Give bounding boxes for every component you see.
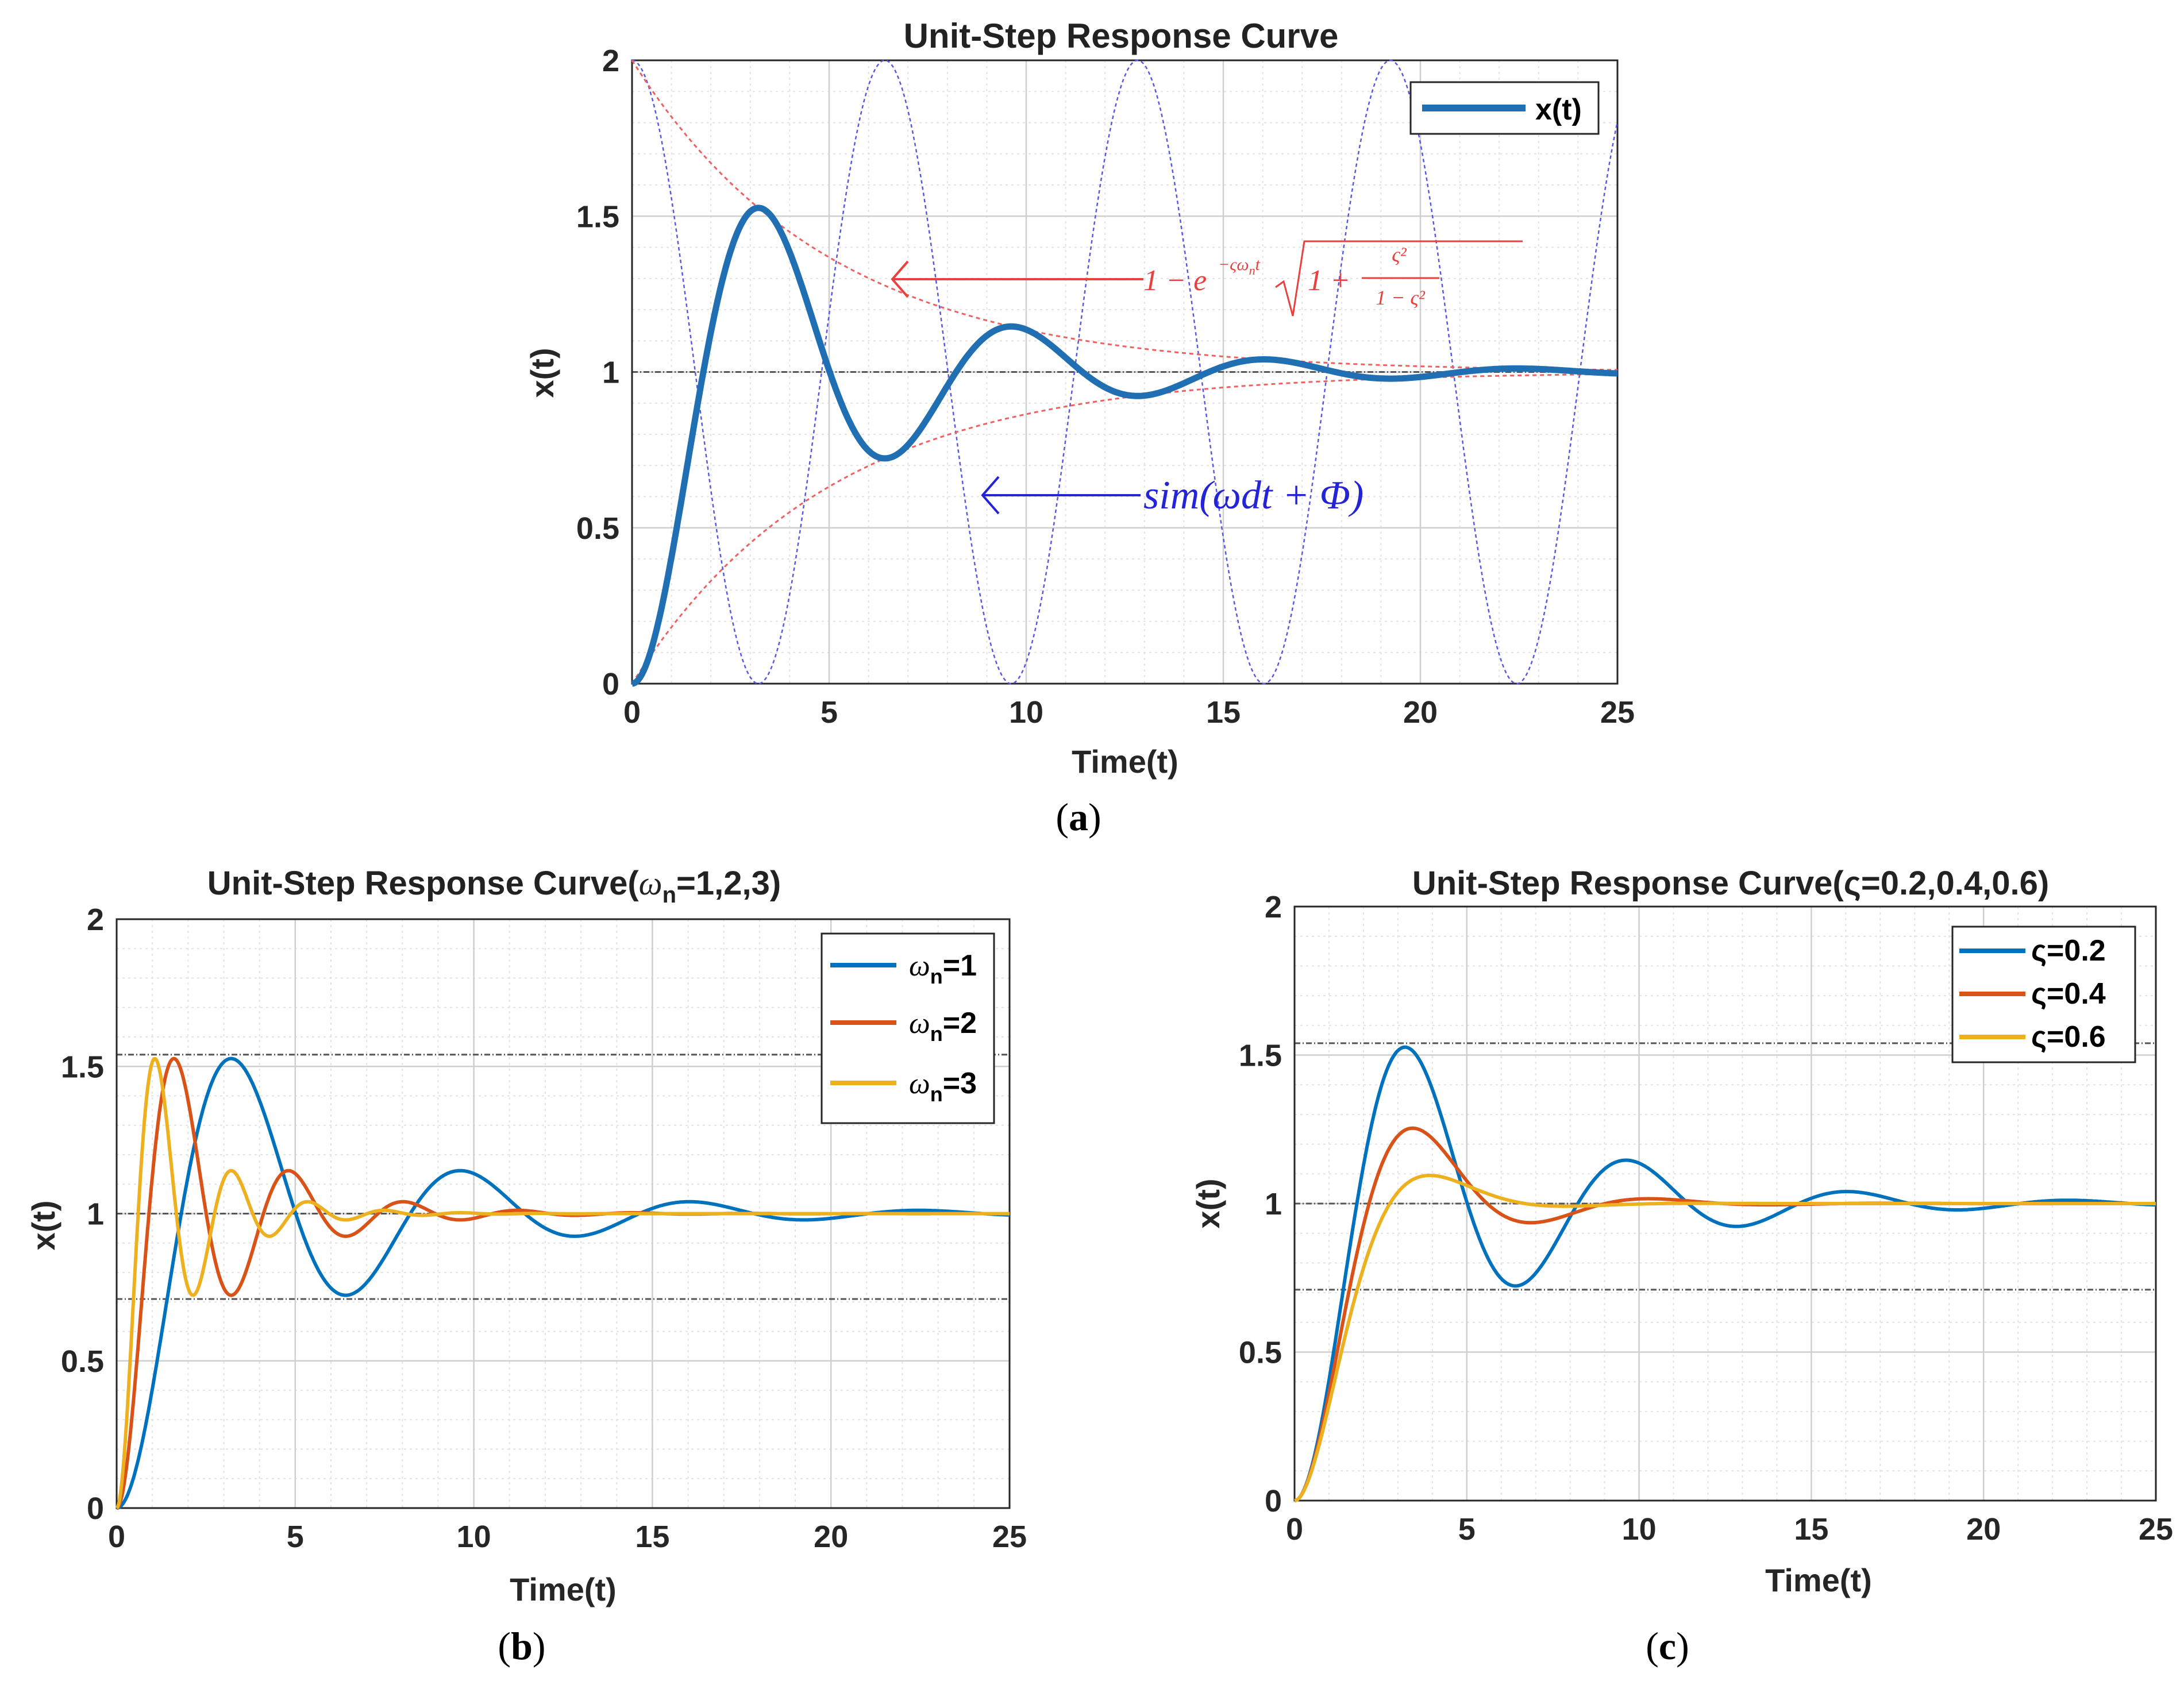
x-tick-label: 20 xyxy=(814,1520,848,1554)
y-tick-label: 2 xyxy=(602,44,619,78)
panel-c-legend: ς=0.2 ς=0.4 ς=0.6 xyxy=(1951,926,2136,1063)
sqrt-sign xyxy=(1275,240,1523,317)
y-tick-label: 0 xyxy=(602,667,619,701)
panel-b-title: Unit-Step Response Curve(ωn=1,2,3) xyxy=(207,865,781,908)
envelope-formula-num: ς² xyxy=(1392,243,1407,266)
sine-annotation: sim(ωdt + Φ) xyxy=(981,473,1363,518)
panel-c-xlabel: Time(t) xyxy=(1765,1562,1872,1598)
x-tick-label: 25 xyxy=(1600,695,1635,730)
upper-envelope-curve xyxy=(631,60,1617,371)
sine-formula: sim(ωdt + Φ) xyxy=(1143,473,1363,518)
x-tick-label: 25 xyxy=(992,1520,1027,1554)
response-curve-zeta06 xyxy=(1294,1174,2156,1502)
x-tick-label: 5 xyxy=(287,1520,304,1554)
legend-label-wn3: ωn=3 xyxy=(909,1067,977,1106)
panel-b-ylabel: x(t) xyxy=(25,1200,61,1250)
sine-arrow-head xyxy=(981,476,1000,515)
panel-a: Unit-Step Response Curve 0 5 10 15 20 25 0 0.5 1… xyxy=(524,17,1635,839)
envelope-formula-one: 1 + xyxy=(1308,264,1350,297)
envelope-formula-prefix: 1 − e xyxy=(1143,264,1207,297)
x-tick-label: 0 xyxy=(108,1520,125,1554)
y-tick-label: 0 xyxy=(1265,1484,1282,1518)
panel-c-ylabel: x(t) xyxy=(1190,1178,1226,1228)
envelope-formula-den: 1 − ς² xyxy=(1376,286,1426,309)
x-tick-label: 10 xyxy=(457,1520,491,1554)
legend-label-z06: ς=0.6 xyxy=(2031,1020,2106,1054)
y-tick-label: 0.5 xyxy=(61,1344,104,1379)
panel-b: Unit-Step Response Curve(ωn=1,2,3) 0 5 10 1… xyxy=(25,865,1027,1668)
envelope-arrow-head xyxy=(891,260,909,298)
envelope-annotation: 1 − e −ςωnt 1 + ς² 1 − ς² xyxy=(891,240,1523,317)
x-tick-label: 20 xyxy=(1966,1512,2001,1547)
x-tick-label: 15 xyxy=(635,1520,669,1554)
y-tick-label: 1.5 xyxy=(576,199,619,234)
panel-c-caption: (c) xyxy=(1646,1624,1689,1668)
x-tick-label: 10 xyxy=(1622,1512,1657,1547)
panel-a-curves xyxy=(630,59,1619,687)
x-tick-label: 15 xyxy=(1206,695,1241,730)
panel-a-ylabel: x(t) xyxy=(524,348,560,398)
panel-b-curves xyxy=(115,1057,1011,1510)
x-tick-label: 5 xyxy=(1458,1512,1476,1547)
x-tick-label: 0 xyxy=(623,695,641,730)
panel-a-xlabel: Time(t) xyxy=(1072,743,1178,780)
y-tick-label: 0.5 xyxy=(576,511,619,546)
x-tick-label: 20 xyxy=(1403,695,1438,730)
x-tick-label: 5 xyxy=(821,695,838,730)
panel-c-curves xyxy=(1294,1045,2156,1502)
y-tick-label: 0.5 xyxy=(1239,1336,1282,1370)
panel-c: Unit-Step Response Curve(ς=0.2,0.4,0.6) … xyxy=(1190,865,2173,1668)
y-tick-label: 1.5 xyxy=(61,1050,104,1084)
panel-b-legend: ωn=1 ωn=2 ωn=3 xyxy=(821,932,995,1124)
x-tick-label: 10 xyxy=(1009,695,1043,730)
x-tick-label: 15 xyxy=(1794,1512,1828,1547)
y-tick-label: 1 xyxy=(602,356,619,390)
y-tick-label: 0 xyxy=(87,1491,104,1526)
legend-label-x: x(t) xyxy=(1535,93,1582,126)
sine-guide-curve xyxy=(631,59,1619,685)
panel-a-legend: x(t) xyxy=(1409,81,1600,135)
panel-a-caption: (a) xyxy=(1056,795,1101,839)
panel-b-caption: (b) xyxy=(498,1624,545,1668)
x-tick-label: 25 xyxy=(2139,1512,2173,1547)
y-tick-label: 1.5 xyxy=(1239,1039,1282,1073)
y-tick-label: 1 xyxy=(87,1197,104,1232)
legend-label-wn1: ωn=1 xyxy=(909,949,977,988)
response-curve-wn3 xyxy=(115,1057,1011,1510)
y-tick-label: 2 xyxy=(87,903,104,937)
legend-label-z02: ς=0.2 xyxy=(2031,934,2106,967)
y-tick-label: 2 xyxy=(1265,890,1282,924)
legend-label-wn2: ωn=2 xyxy=(909,1007,977,1046)
response-curve-x xyxy=(630,205,1619,687)
x-tick-label: 0 xyxy=(1286,1512,1303,1547)
panel-a-title: Unit-Step Response Curve xyxy=(904,17,1339,55)
panel-c-title: Unit-Step Response Curve(ς=0.2,0.4,0.6) xyxy=(1412,865,2049,902)
y-tick-label: 1 xyxy=(1265,1187,1282,1221)
legend-label-z04: ς=0.4 xyxy=(2031,977,2106,1011)
panel-b-xlabel: Time(t) xyxy=(510,1571,617,1607)
